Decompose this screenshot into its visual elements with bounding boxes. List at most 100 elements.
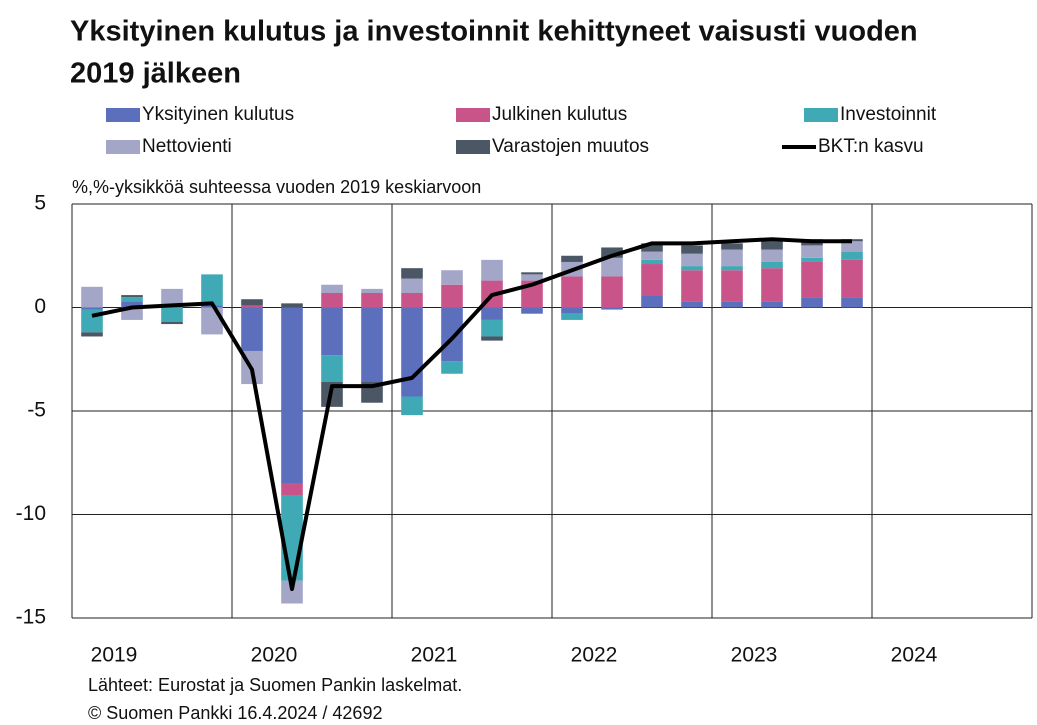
bar-segment <box>761 268 783 302</box>
copyright: © Suomen Pankki 16.4.2024 / 42692 <box>88 703 382 723</box>
bar-segment <box>641 259 663 265</box>
bar-segment <box>641 243 663 252</box>
bar-segment <box>521 274 543 281</box>
bar-segment <box>161 288 183 306</box>
bar-segment <box>801 245 823 258</box>
y-tick-label: 5 <box>34 192 46 215</box>
bar-segment <box>761 261 783 269</box>
bar-segment <box>281 483 303 496</box>
bar-segment <box>441 307 463 362</box>
line <box>91 237 852 592</box>
bar-segment <box>441 270 463 285</box>
bar-segment <box>121 295 143 298</box>
bar-segment <box>721 266 743 271</box>
bar-segment <box>441 284 463 308</box>
x-tick-label: 2023 <box>731 644 778 667</box>
bar-segment <box>321 307 343 356</box>
bar-segment <box>601 276 623 308</box>
y-axis-label: %,%-yksikköä suhteessa vuoden 2019 keski… <box>72 177 481 197</box>
legend-label: Yksityinen kulutus <box>142 104 294 125</box>
bar-segment <box>241 307 263 351</box>
legend-swatch <box>106 108 140 122</box>
bar-segment <box>481 259 503 281</box>
bar-segment <box>721 270 743 302</box>
chart-title: Yksityinen kulutus ja investoinnit kehit… <box>70 16 918 48</box>
bar-segment <box>481 319 503 337</box>
bar-segment <box>561 313 583 320</box>
bar-segment <box>521 307 543 314</box>
bar-segment <box>281 580 303 604</box>
bar-segment <box>801 257 823 262</box>
legend-label: Varastojen muutos <box>492 136 649 157</box>
bar-segment <box>641 295 663 308</box>
bar-segment <box>401 268 423 279</box>
bar-segment <box>201 307 223 335</box>
bar-segment <box>681 266 703 271</box>
bar-segment <box>161 321 183 325</box>
source: Lähteet: Eurostat ja Suomen Pankin laske… <box>88 675 462 695</box>
bar-segment <box>401 293 423 308</box>
bar-segment <box>681 253 703 267</box>
bar-segment <box>601 247 623 258</box>
bar-segment <box>281 303 303 308</box>
legend-swatch <box>804 108 838 122</box>
bar-segment <box>601 307 623 310</box>
bar-segment <box>441 361 463 374</box>
bar-segment <box>841 297 863 308</box>
legend-label: Nettovienti <box>142 136 232 157</box>
bar-segment <box>521 272 543 275</box>
bar-segment <box>561 276 583 308</box>
bar-segment <box>721 249 743 267</box>
bar-segment <box>361 293 383 308</box>
bar-segment <box>561 255 583 262</box>
chart-title: 2019 jälkeen <box>70 58 241 90</box>
bar-segment <box>81 307 103 310</box>
bar-segment <box>321 293 343 308</box>
bar-segment <box>721 301 743 308</box>
x-tick-label: 2021 <box>411 644 458 667</box>
bar-segment <box>361 288 383 294</box>
bar-segment <box>241 299 263 306</box>
bar-segment <box>121 301 143 308</box>
bar-segment <box>801 297 823 308</box>
x-tick-label: 2019 <box>91 644 138 667</box>
bar-segment <box>761 249 783 262</box>
bar-segment <box>801 261 823 298</box>
x-tick-label: 2022 <box>571 644 618 667</box>
bar-segment <box>81 286 103 308</box>
bar-segment <box>401 278 423 294</box>
bar-segment <box>361 307 383 383</box>
x-tick-label: 2024 <box>891 644 938 667</box>
y-tick-label: -10 <box>16 502 46 525</box>
bar-segment <box>481 336 503 341</box>
legend-swatch <box>106 140 140 154</box>
bar-segment <box>681 245 703 254</box>
bar-segment <box>321 355 343 383</box>
bar-segment <box>401 396 423 416</box>
x-tick-label: 2020 <box>251 644 298 667</box>
bar-segment <box>121 297 143 302</box>
bar-segment <box>681 270 703 302</box>
y-tick-label: -15 <box>16 606 46 629</box>
bar-segment <box>841 241 863 252</box>
bar-segment <box>601 257 623 277</box>
bar-segment <box>561 307 583 314</box>
bar-segment <box>641 251 663 260</box>
bar-segment <box>401 307 423 397</box>
bar-segment <box>761 239 783 250</box>
legend-label: Investoinnit <box>840 104 937 125</box>
bar-segment <box>161 307 183 322</box>
legend-swatch <box>456 108 490 122</box>
legend-label: BKT:n kasvu <box>818 136 924 157</box>
y-tick-label: 0 <box>34 295 46 318</box>
bar-segment <box>241 305 263 308</box>
bar-segment <box>841 259 863 298</box>
bar-segment <box>641 264 663 296</box>
bar-segment <box>761 301 783 308</box>
bar-segment <box>721 243 743 250</box>
bar-segment <box>81 332 103 337</box>
bar-segment <box>841 251 863 260</box>
bar-segment <box>281 307 303 484</box>
bar-segment <box>681 301 703 308</box>
